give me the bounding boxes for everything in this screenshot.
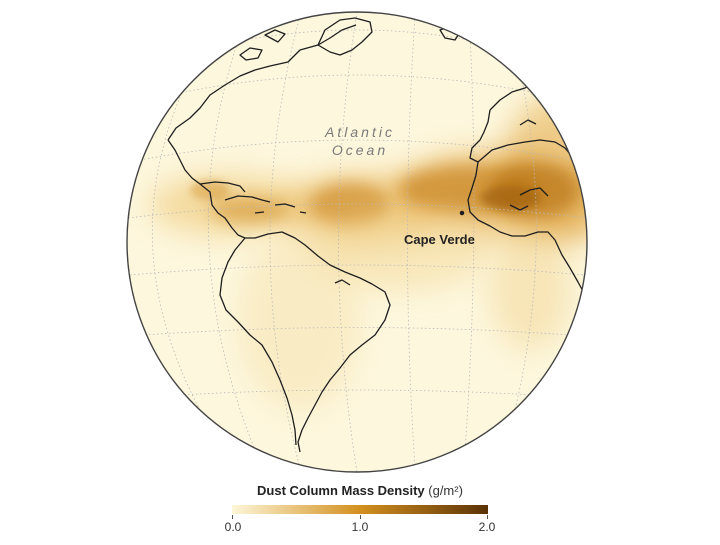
ocean-label-line1: Atlantic (324, 124, 395, 140)
place-label-cape-verde: Cape Verde (404, 232, 475, 247)
legend-label-min: 0.0 (224, 520, 242, 534)
legend-title: Dust Column Mass Density (257, 483, 425, 498)
coastlines (167, 17, 586, 453)
legend-title-row: Dust Column Mass Density (g/m²) (200, 483, 520, 498)
legend: Dust Column Mass Density (g/m²) 0.0 1.0 … (200, 483, 520, 543)
ocean-label-line2: Ocean (332, 142, 388, 158)
legend-tick-mid (360, 515, 361, 519)
globe-map: Atlantic Ocean Cape Verde (126, 11, 588, 473)
globe-outline (126, 11, 588, 473)
graticule (127, 12, 587, 472)
legend-label-mid: 1.0 (351, 520, 369, 534)
legend-label-max: 2.0 (478, 520, 496, 534)
legend-tick-max (487, 515, 488, 519)
legend-unit: (g/m²) (428, 483, 463, 498)
legend-color-bar (232, 505, 488, 514)
legend-tick-min (232, 515, 233, 519)
